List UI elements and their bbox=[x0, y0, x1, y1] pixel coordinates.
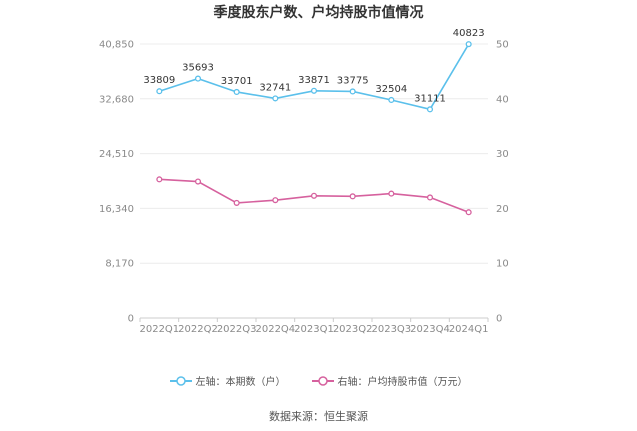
x-tick-label: 2023Q2 bbox=[333, 324, 373, 335]
chart-title: 季度股东户数、户均持股市值情况 bbox=[213, 5, 424, 21]
y-right-tick-label: 30 bbox=[496, 149, 509, 160]
x-tick-label: 2022Q4 bbox=[255, 324, 295, 335]
data-point bbox=[310, 192, 318, 199]
data-label: 33809 bbox=[143, 75, 175, 86]
y-left-tick-label: 16,340 bbox=[99, 204, 134, 215]
y-left-tick-label: 40,850 bbox=[99, 40, 134, 51]
data-source: 数据来源：恒生聚源 bbox=[269, 410, 368, 423]
y-right-tick-label: 20 bbox=[496, 204, 509, 215]
legend-marker-avg-value bbox=[317, 375, 328, 386]
data-point bbox=[310, 87, 318, 94]
axes: 0 8,170 16,340 24,510 32,680 40,850 0 10 20 30 40 5… bbox=[99, 40, 509, 336]
data-point bbox=[349, 193, 356, 200]
x-tick-label: 2023Q4 bbox=[410, 324, 450, 335]
x-tick-label: 2022Q1 bbox=[139, 324, 179, 335]
y-right-tick-label: 10 bbox=[496, 259, 509, 270]
data-point bbox=[426, 194, 434, 201]
legend-label-avg-value: 右轴：户均持股市值（万元） bbox=[337, 377, 468, 388]
data-label: 40823 bbox=[453, 28, 485, 39]
data-label: 33871 bbox=[298, 75, 330, 86]
data-label: 35693 bbox=[182, 63, 214, 74]
y-left-tick-label: 0 bbox=[128, 314, 134, 325]
data-label: 32741 bbox=[259, 82, 291, 93]
data-point bbox=[233, 199, 240, 206]
data-label: 32504 bbox=[375, 84, 407, 95]
y-left-tick-label: 24,510 bbox=[99, 149, 134, 160]
legend-item-households[interactable]: 左轴：本期数（户） bbox=[169, 373, 286, 388]
legend-swatch-line-icon bbox=[169, 375, 192, 386]
data-point bbox=[349, 88, 356, 95]
x-tick-label: 2022Q2 bbox=[178, 324, 218, 335]
legend-item-avg-value[interactable]: 右轴：户均持股市值（万元） bbox=[311, 373, 468, 388]
x-tick-label: 2023Q3 bbox=[371, 324, 411, 335]
x-tick-label: 2023Q1 bbox=[294, 324, 334, 335]
y-left-tick-label: 8,170 bbox=[105, 259, 134, 270]
legend-swatch-line-icon bbox=[311, 375, 334, 386]
data-point bbox=[426, 106, 434, 113]
data-point bbox=[272, 197, 279, 204]
y-right-tick-label: 40 bbox=[496, 94, 509, 105]
data-point bbox=[194, 178, 202, 185]
x-tick-label: 2022Q3 bbox=[217, 324, 257, 335]
data-point bbox=[465, 41, 472, 48]
legend-label-households: 左轴：本期数（户） bbox=[195, 377, 286, 388]
data-label: 33701 bbox=[221, 76, 253, 87]
data-point bbox=[465, 209, 472, 216]
data-label: 31111 bbox=[414, 93, 446, 104]
grid-lines bbox=[140, 43, 488, 319]
data-point bbox=[272, 95, 279, 102]
data-point bbox=[156, 176, 163, 183]
data-point bbox=[388, 190, 395, 197]
data-labels: 33809 35693 33701 32741 33871 33775 32504 31111… bbox=[143, 28, 484, 104]
y-left-tick-label: 32,680 bbox=[99, 94, 134, 105]
data-point bbox=[233, 88, 240, 96]
x-tick-label: 2024Q1 bbox=[449, 324, 489, 335]
series bbox=[156, 41, 472, 216]
data-label: 33775 bbox=[337, 75, 369, 86]
y-right-tick-label: 50 bbox=[496, 40, 509, 51]
data-point bbox=[388, 96, 395, 104]
y-right-tick-label: 0 bbox=[496, 314, 502, 325]
data-point bbox=[156, 88, 163, 95]
legend-marker-households bbox=[175, 375, 186, 386]
data-point bbox=[194, 75, 202, 82]
legend: 左轴：本期数（户） 右轴：户均持股市值（万元） bbox=[0, 373, 637, 388]
